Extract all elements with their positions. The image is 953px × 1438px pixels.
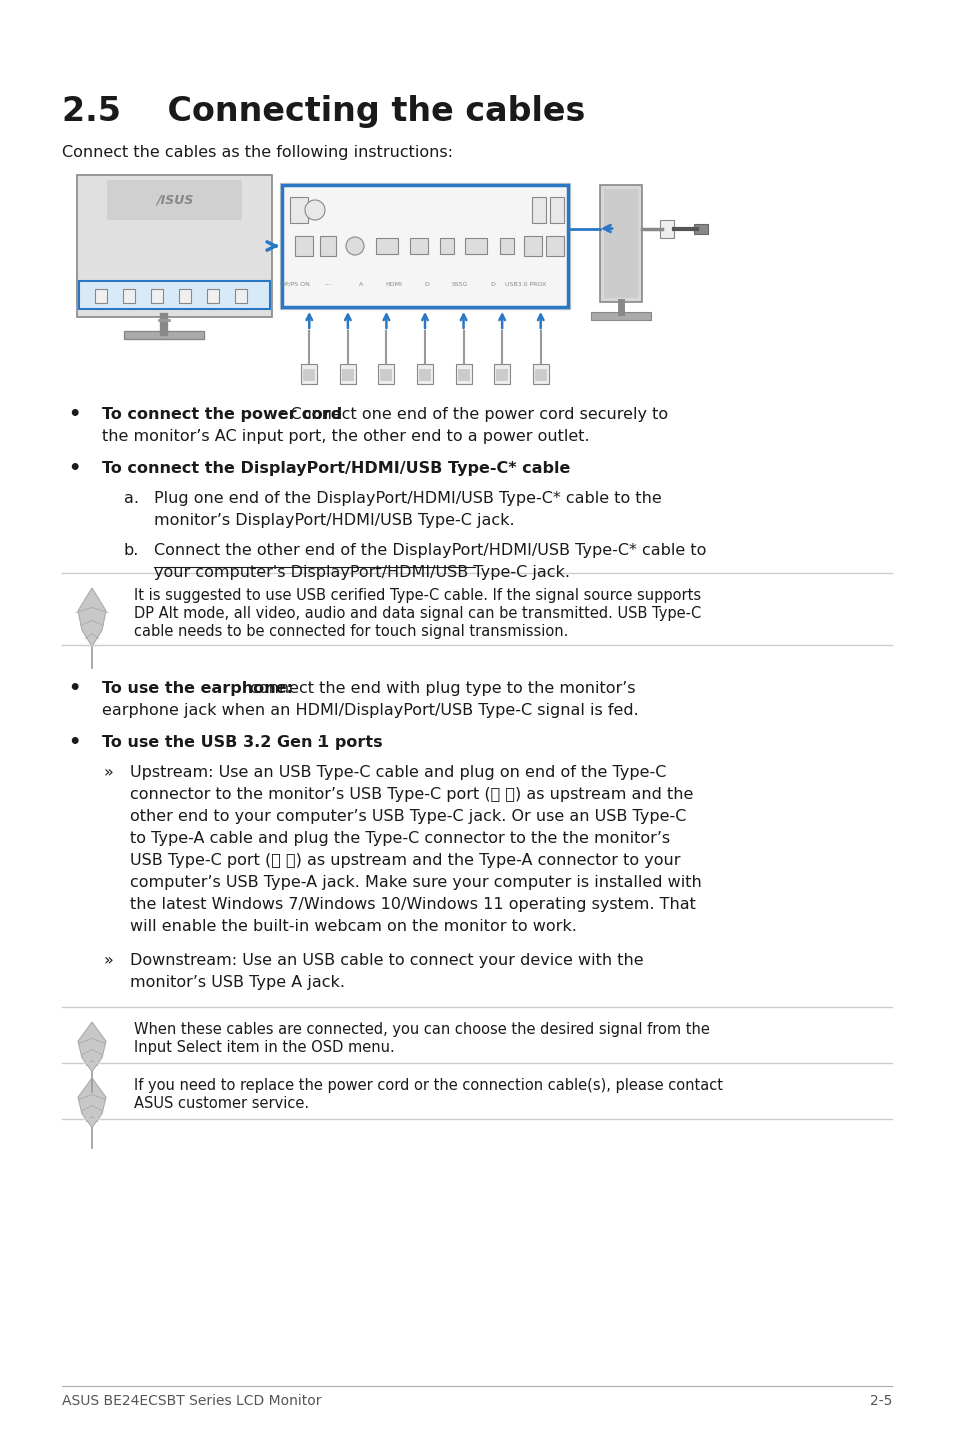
Text: monitor’s DisplayPort/HDMI/USB Type-C jack.: monitor’s DisplayPort/HDMI/USB Type-C ja… (153, 513, 514, 528)
FancyBboxPatch shape (545, 236, 563, 256)
Text: 2.5    Connecting the cables: 2.5 Connecting the cables (62, 95, 585, 128)
Text: ASUS customer service.: ASUS customer service. (133, 1096, 309, 1112)
Text: the latest Windows 7/Windows 10/Windows 11 operating system. That: the latest Windows 7/Windows 10/Windows … (130, 897, 695, 912)
Text: 2-5: 2-5 (869, 1393, 891, 1408)
FancyBboxPatch shape (375, 239, 397, 255)
Text: :: : (315, 735, 321, 751)
Text: Upstream: Use an USB Type-C cable and plug on end of the Type-C: Upstream: Use an USB Type-C cable and pl… (130, 765, 666, 779)
FancyBboxPatch shape (439, 239, 454, 255)
Text: your computer's DisplayPort/HDMI/USB Type-C jack.: your computer's DisplayPort/HDMI/USB Typ… (153, 565, 569, 580)
FancyBboxPatch shape (95, 289, 107, 303)
FancyBboxPatch shape (339, 364, 355, 384)
Text: DP/PS ON: DP/PS ON (280, 282, 310, 288)
Text: D: D (424, 282, 429, 288)
FancyBboxPatch shape (179, 289, 191, 303)
Text: Connect the other end of the DisplayPort/HDMI/USB Type-C* cable to: Connect the other end of the DisplayPort… (153, 544, 705, 558)
Text: Plug one end of the DisplayPort/HDMI/USB Type-C* cable to the: Plug one end of the DisplayPort/HDMI/USB… (153, 490, 661, 506)
Text: •: • (68, 733, 80, 752)
Text: »: » (104, 953, 113, 968)
FancyBboxPatch shape (418, 370, 431, 381)
Text: connector to the monitor’s USB Type-C port (⯇ ⯅) as upstream and the: connector to the monitor’s USB Type-C po… (130, 787, 693, 802)
FancyBboxPatch shape (303, 370, 314, 381)
Text: the monitor’s AC input port, the other end to a power outlet.: the monitor’s AC input port, the other e… (102, 429, 589, 444)
Circle shape (305, 200, 325, 220)
Text: monitor’s USB Type A jack.: monitor’s USB Type A jack. (130, 975, 345, 989)
Text: will enable the built-in webcam on the monitor to work.: will enable the built-in webcam on the m… (130, 919, 577, 935)
Text: To connect the power cord: To connect the power cord (102, 407, 342, 421)
FancyBboxPatch shape (77, 175, 272, 316)
FancyBboxPatch shape (659, 220, 673, 237)
Text: USB3.0 PROX: USB3.0 PROX (505, 282, 546, 288)
Text: : Connect one end of the power cord securely to: : Connect one end of the power cord secu… (280, 407, 668, 421)
FancyBboxPatch shape (123, 289, 135, 303)
Text: connect the end with plug type to the monitor’s: connect the end with plug type to the mo… (244, 682, 635, 696)
Text: earphone jack when an HDMI/DisplayPort/USB Type-C signal is fed.: earphone jack when an HDMI/DisplayPort/U… (102, 703, 639, 718)
FancyBboxPatch shape (378, 364, 394, 384)
Polygon shape (78, 1078, 106, 1127)
Text: To connect the DisplayPort/HDMI/USB Type-C* cable: To connect the DisplayPort/HDMI/USB Type… (102, 462, 570, 476)
Polygon shape (78, 1022, 106, 1071)
FancyBboxPatch shape (603, 188, 638, 298)
FancyBboxPatch shape (550, 197, 563, 223)
FancyBboxPatch shape (151, 289, 163, 303)
Text: To use the USB 3.2 Gen 1 ports: To use the USB 3.2 Gen 1 ports (102, 735, 382, 751)
FancyBboxPatch shape (410, 239, 428, 255)
Circle shape (346, 237, 364, 255)
Text: A: A (358, 282, 363, 288)
FancyBboxPatch shape (380, 370, 392, 381)
Text: When these cables are connected, you can choose the desired signal from the: When these cables are connected, you can… (133, 1022, 709, 1037)
FancyBboxPatch shape (294, 236, 313, 256)
FancyBboxPatch shape (494, 364, 510, 384)
Text: USB Type-C port (⯇ ⯅) as upstream and the Type-A connector to your: USB Type-C port (⯇ ⯅) as upstream and th… (130, 853, 679, 869)
Text: »: » (104, 765, 113, 779)
FancyBboxPatch shape (125, 331, 204, 339)
Text: ---: --- (324, 282, 331, 288)
Text: Downstream: Use an USB cable to connect your device with the: Downstream: Use an USB cable to connect … (130, 953, 643, 968)
FancyBboxPatch shape (319, 236, 335, 256)
Polygon shape (78, 588, 106, 647)
FancyBboxPatch shape (599, 186, 641, 302)
FancyBboxPatch shape (416, 364, 433, 384)
FancyBboxPatch shape (534, 370, 546, 381)
Text: If you need to replace the power cord or the connection cable(s), please contact: If you need to replace the power cord or… (133, 1078, 722, 1093)
Text: b.: b. (124, 544, 139, 558)
Text: :: : (451, 462, 456, 476)
FancyBboxPatch shape (499, 239, 514, 255)
FancyBboxPatch shape (107, 180, 242, 220)
Text: Connect the cables as the following instructions:: Connect the cables as the following inst… (62, 145, 453, 160)
FancyBboxPatch shape (234, 289, 247, 303)
Text: ASUS BE24ECSBT Series LCD Monitor: ASUS BE24ECSBT Series LCD Monitor (62, 1393, 321, 1408)
Text: It is suggested to use USB cerified Type-C cable. If the signal source supports: It is suggested to use USB cerified Type… (133, 588, 700, 603)
FancyBboxPatch shape (207, 289, 219, 303)
FancyBboxPatch shape (590, 312, 650, 321)
FancyBboxPatch shape (301, 364, 317, 384)
Text: to Type-A cable and plug the Type-C connector to the the monitor’s: to Type-A cable and plug the Type-C conn… (130, 831, 669, 846)
Text: •: • (68, 679, 80, 697)
Text: computer’s USB Type-A jack. Make sure your computer is installed with: computer’s USB Type-A jack. Make sure yo… (130, 874, 701, 890)
FancyBboxPatch shape (79, 280, 270, 309)
FancyBboxPatch shape (290, 197, 308, 223)
Text: •: • (68, 406, 80, 424)
Text: other end to your computer’s USB Type-C jack. Or use an USB Type-C: other end to your computer’s USB Type-C … (130, 810, 685, 824)
FancyBboxPatch shape (456, 364, 471, 384)
FancyBboxPatch shape (464, 239, 486, 255)
Text: D: D (490, 282, 495, 288)
FancyBboxPatch shape (280, 183, 569, 309)
Text: To use the earphone:: To use the earphone: (102, 682, 293, 696)
Text: •: • (68, 459, 80, 477)
FancyBboxPatch shape (341, 370, 354, 381)
FancyBboxPatch shape (532, 364, 548, 384)
FancyBboxPatch shape (532, 197, 545, 223)
Text: HDMI: HDMI (385, 282, 402, 288)
Text: Input Select item in the OSD menu.: Input Select item in the OSD menu. (133, 1040, 395, 1055)
FancyBboxPatch shape (457, 370, 469, 381)
Text: SS5G: SS5G (452, 282, 468, 288)
Text: a.: a. (124, 490, 139, 506)
FancyBboxPatch shape (693, 223, 707, 233)
Text: cable needs to be connected for touch signal transmission.: cable needs to be connected for touch si… (133, 624, 568, 638)
FancyBboxPatch shape (523, 236, 541, 256)
FancyBboxPatch shape (496, 370, 508, 381)
Text: DP Alt mode, all video, audio and data signal can be transmitted. USB Type-C: DP Alt mode, all video, audio and data s… (133, 605, 700, 621)
Text: /ISUS: /ISUS (155, 194, 193, 207)
